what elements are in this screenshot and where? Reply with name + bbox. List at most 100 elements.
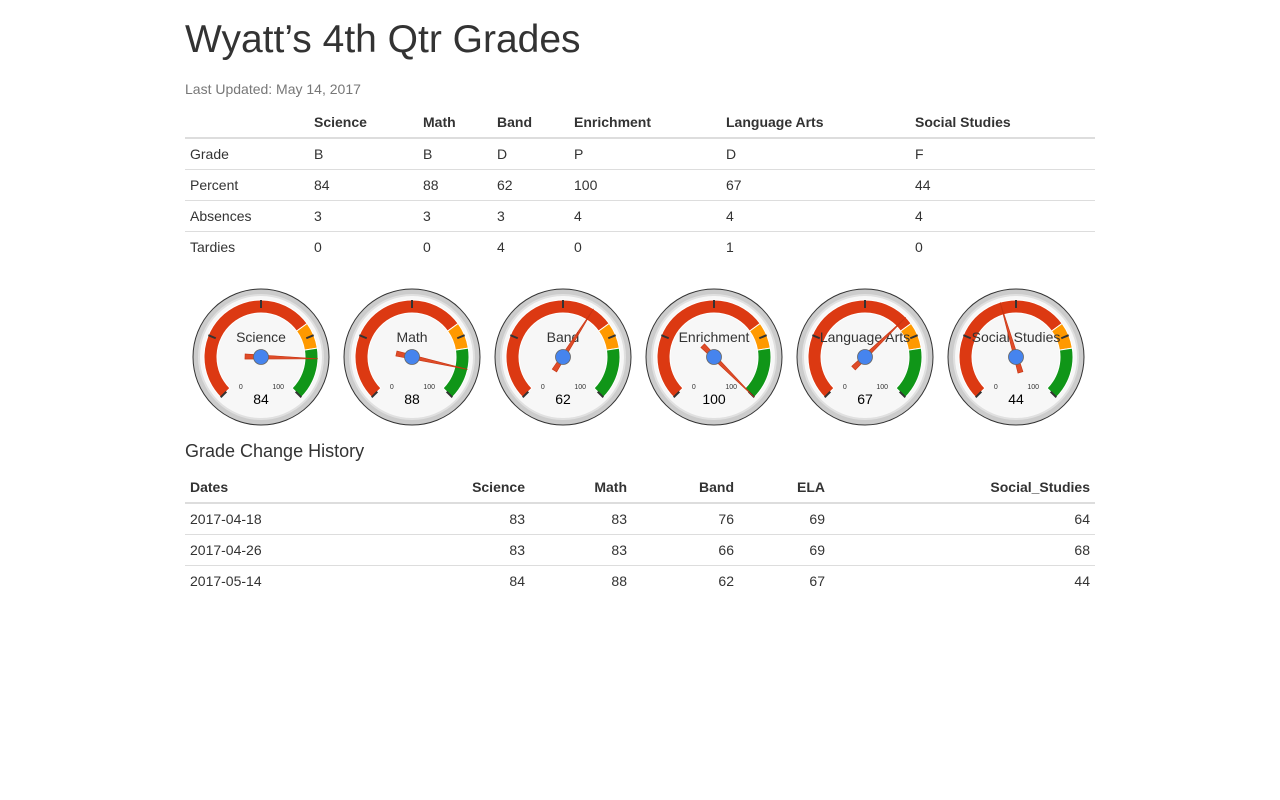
gauge-major-tick [758,334,768,340]
history-header-cell: Math [530,471,632,504]
table-cell: 0 [309,231,418,262]
history-header-row: Dates Science Math Band ELA Social_Studi… [185,471,1095,504]
grades-table: Science Math Band Enrichment Language Ar… [185,106,1095,262]
table-cell: 83 [385,534,530,566]
gauge-svg: 0 100 Social Studies 44 [947,288,1085,426]
table-cell: 64 [1074,511,1090,527]
table-cell: Grade [190,146,229,162]
table-cell: 4 [492,231,569,262]
table-cell: 4 [569,200,721,232]
gauge-hub [706,349,722,365]
table-row: Grade B B D P D F [185,138,1095,170]
gauge-value: 84 [253,391,269,407]
gauge-band: 0 100 Band 62 [493,287,633,427]
gauge-min-label: 0 [390,384,394,391]
table-cell: Tardies [185,231,309,262]
gauge-major-tick [1049,390,1058,399]
table-cell: 4 [910,200,1095,232]
gauge-major-tick [823,390,832,399]
table-cell: 84 [385,565,530,596]
table-cell: 67 [721,169,910,201]
gauge-value: 44 [1008,391,1024,407]
gauge-min-label: 0 [843,384,847,391]
table-cell: 2017-04-26 [185,534,385,566]
table-cell: 83 [530,534,632,566]
history-title: Grade Change History [185,441,365,461]
gauge-svg: 0 100 Language Arts 67 [796,288,934,426]
table-cell: 68 [830,534,1095,566]
gauge-max-label: 100 [1027,384,1039,391]
gauge-major-tick [445,390,454,399]
table-cell: B [423,146,433,162]
table-row: 2017-04-18 83 83 76 69 64 [185,503,1095,535]
table-cell: 2017-04-18 [190,511,262,527]
gauge-enrichment: 0 100 Enrichment 100 [644,287,784,427]
gauge-major-tick [456,334,466,340]
gauge-min-label: 0 [239,384,243,391]
gauge-hub [404,349,420,365]
table-cell: 3 [492,200,569,232]
table-cell: D [497,146,508,162]
history-header-cell: Science [385,471,530,504]
gauge-major-tick [305,334,315,340]
gauge-major-tick [811,334,821,340]
table-cell: 44 [910,169,1095,201]
table-cell: 3 [309,200,418,232]
gauge-major-tick [509,334,519,340]
table-row: 2017-05-14 84 88 62 67 44 [185,565,1095,596]
gauge-svg: 0 100 Math 88 [343,288,481,426]
gauge-hub [857,349,873,365]
gauge-major-tick [358,334,368,340]
gauge-max-label: 100 [725,384,737,391]
gauge-value: 100 [702,391,726,407]
table-cell: 3 [418,200,492,232]
gauge-label: Math [396,329,427,345]
gauge-hub [555,349,571,365]
table-cell: 83 [509,511,525,527]
gauge-major-tick [370,390,379,399]
gauge-science: 0 100 Science 84 [191,287,331,427]
page-title: Wyatt’s 4th Qtr Grades [185,18,581,61]
gauge-label: Social Studies [972,329,1061,345]
gauge-max-label: 100 [272,384,284,391]
table-cell: 0 [910,231,1095,262]
table-cell: 69 [809,511,825,527]
gauge-max-label: 100 [574,384,586,391]
history-table: Dates Science Math Band ELA Social_Studi… [185,471,1095,596]
table-cell: 76 [718,511,734,527]
table-cell: 100 [569,169,721,201]
table-cell: 88 [530,565,632,596]
table-cell: Absences [185,200,309,232]
gauge-value: 88 [404,391,420,407]
gauge-major-tick [672,390,681,399]
history-header-cell: Dates [185,471,385,504]
table-cell: 84 [309,169,418,201]
gauge-major-tick [898,390,907,399]
gauge-value: 67 [857,391,873,407]
gauge-major-tick [660,334,670,340]
gauge-major-tick [974,390,983,399]
table-cell: B [314,146,324,162]
grades-header-cell: Math [418,106,492,139]
gauge-hub [1008,349,1024,365]
grades-header-cell [185,106,309,139]
gauge-major-tick [207,334,217,340]
gauge-row: 0 100 Science 84 0 100 Math 88 0 100 Band 62 0 100 Enr… [191,287,1091,427]
table-cell: 83 [611,511,627,527]
gauge-value: 62 [555,391,571,407]
table-cell: Percent [185,169,309,201]
table-cell: F [915,146,924,162]
table-row: Absences 3 3 3 4 4 4 [185,200,1095,232]
table-cell: P [574,146,584,162]
gauge-major-tick [1060,334,1070,340]
table-cell: 88 [418,169,492,201]
history-header-cell: Social_Studies [830,471,1095,504]
gauge-min-label: 0 [994,384,998,391]
grades-header-cell: Enrichment [569,106,721,139]
grades-header-row: Science Math Band Enrichment Language Ar… [185,106,1095,139]
gauge-label: Enrichment [679,329,750,345]
gauge-math: 0 100 Math 88 [342,287,482,427]
table-cell: 44 [830,565,1095,596]
grades-header-cell: Band [492,106,569,139]
